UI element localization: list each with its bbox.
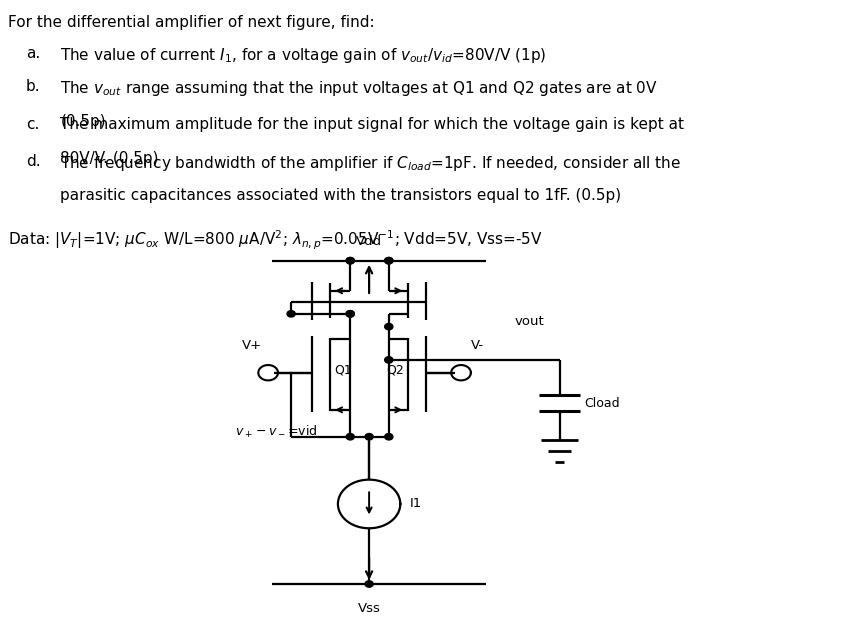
Text: vout: vout [514,315,544,328]
Circle shape [385,357,393,363]
Text: a.: a. [26,46,40,60]
Circle shape [385,257,393,264]
Text: Vdd: Vdd [356,235,382,248]
Text: The value of current $I_1$, for a voltage gain of $v_{out}/v_{id}$=80V/V (1p): The value of current $I_1$, for a voltag… [61,46,547,64]
Circle shape [385,433,393,440]
Circle shape [287,311,296,317]
Text: Cload: Cload [584,397,620,410]
Text: Data: $|V_T|$=1V; $\mu C_{ox}$ W/L=800 $\mu$A/V$^2$; $\lambda_{n,p}$=0.05V$^{-1}: Data: $|V_T|$=1V; $\mu C_{ox}$ W/L=800 $… [8,229,543,252]
Text: d.: d. [26,154,40,168]
Text: Q2: Q2 [386,363,403,376]
Text: The $v_{out}$ range assuming that the input voltages at Q1 and Q2 gates are at 0: The $v_{out}$ range assuming that the in… [61,80,658,98]
Circle shape [346,257,354,264]
Text: c.: c. [26,116,40,132]
Text: The maximum amplitude for the input signal for which the voltage gain is kept at: The maximum amplitude for the input sign… [61,116,685,132]
Text: (0.5p): (0.5p) [61,114,106,129]
Text: b.: b. [26,80,40,95]
Circle shape [346,257,354,264]
Circle shape [346,311,354,317]
Circle shape [346,433,354,440]
Circle shape [346,311,354,317]
Text: For the differential amplifier of next figure, find:: For the differential amplifier of next f… [8,15,375,30]
Text: V-: V- [471,340,484,352]
Circle shape [385,257,393,264]
Text: I1: I1 [410,498,423,511]
Text: The frequency bandwidth of the amplifier if $C_{load}$=1pF. If needed, consider : The frequency bandwidth of the amplifier… [61,154,682,173]
Text: $v_+-v_-$=vid: $v_+-v_-$=vid [235,424,317,440]
Text: V+: V+ [242,340,262,352]
Circle shape [365,581,373,587]
Text: 80V/V. (0.5p): 80V/V. (0.5p) [61,151,159,166]
Circle shape [365,433,373,440]
Text: Q1: Q1 [333,363,352,376]
Circle shape [385,323,393,330]
Text: parasitic capacitances associated with the transistors equal to 1fF. (0.5p): parasitic capacitances associated with t… [61,188,621,203]
Text: Vss: Vss [358,602,381,615]
